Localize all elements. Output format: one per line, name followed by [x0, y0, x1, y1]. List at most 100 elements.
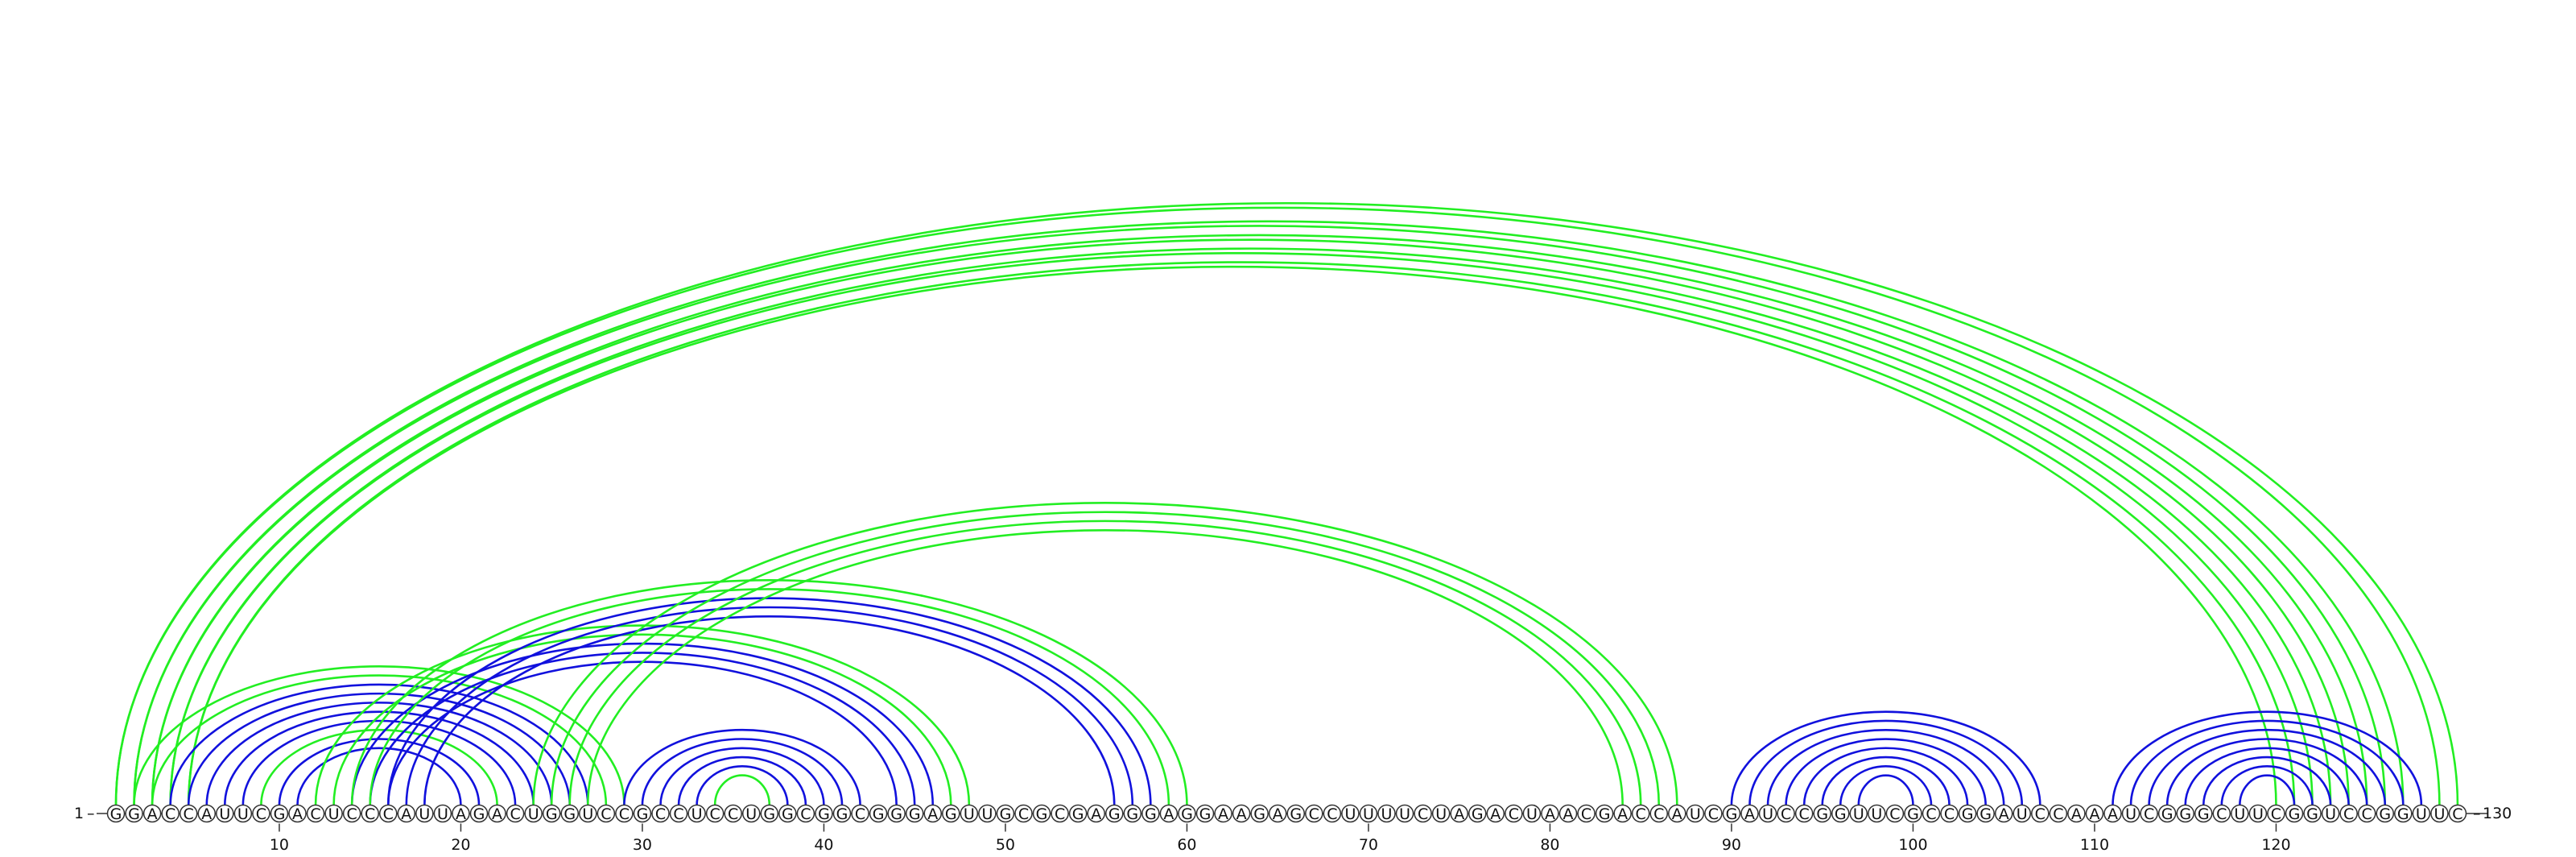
base-pair-arc	[2129, 719, 2405, 805]
nucleotide-circle	[397, 804, 416, 823]
nucleotide-circle	[579, 804, 597, 823]
nucleotide-circle	[106, 804, 126, 823]
nucleotide-circle	[1087, 804, 1105, 823]
nucleotide-circle	[1904, 804, 1922, 823]
start-position-label: 1	[74, 805, 84, 822]
nucleotide-circle	[2140, 804, 2158, 823]
nucleotide-circle	[1940, 804, 1959, 823]
nucleotide-letter: U	[981, 805, 993, 823]
nucleotide-circle	[1849, 804, 1868, 823]
nucleotide-letter: A	[1545, 805, 1555, 823]
nucleotide-letter: C	[1055, 805, 1065, 823]
nucleotide-letter: U	[1399, 805, 1410, 823]
nucleotide-letter: A	[1273, 805, 1283, 823]
base-pair-arc	[169, 683, 589, 805]
nucleotide-letter: G	[1108, 805, 1121, 823]
nucleotide-circle	[1758, 804, 1777, 823]
base-pair-arc	[350, 578, 1188, 805]
nucleotide-letter: U	[1690, 805, 1701, 823]
tick-label: 40	[814, 836, 833, 854]
base-pair-arc	[405, 606, 1134, 805]
base-pair-arc	[187, 261, 2296, 805]
nucleotide-letter: C	[2271, 805, 2281, 823]
nucleotide-circle	[1286, 804, 1305, 823]
nucleotide-circle	[2212, 804, 2231, 823]
nucleotide-letter: C	[1018, 805, 1029, 823]
nucleotide-letter: A	[1091, 805, 1101, 823]
nucleotide-circle	[2049, 804, 2068, 823]
nucleotide-letter: U	[2434, 805, 2445, 823]
nucleotide-letter: A	[492, 805, 502, 823]
nucleotide-circle	[1522, 804, 1542, 823]
nucleotide-circle	[1777, 804, 1795, 823]
nucleotide-letter: G	[1835, 805, 1847, 823]
nucleotide-letter: G	[2198, 805, 2210, 823]
nucleotide-circle	[1831, 804, 1850, 823]
nucleotide-letter: C	[2343, 805, 2354, 823]
nucleotide-circle	[923, 804, 942, 823]
nucleotide-circle	[1922, 804, 1941, 823]
nucleotide-letter: A	[1617, 805, 1628, 823]
nucleotide-letter: C	[383, 805, 394, 823]
base-pair-arc	[133, 225, 2387, 805]
nucleotide-letter: C	[2362, 805, 2372, 823]
base-pair-arc	[134, 221, 2404, 805]
nucleotide-letter: A	[1999, 805, 2009, 823]
nucleotide-letter: C	[1653, 805, 1664, 823]
nucleotide-letter: C	[256, 805, 266, 823]
base-pair-arc	[260, 728, 498, 805]
nucleotide-circle	[2412, 804, 2431, 823]
nucleotide-circle	[1214, 804, 1232, 823]
base-pair-arc	[369, 588, 1170, 805]
nucleotide-letter: G	[1199, 805, 1212, 823]
base-pair-arc	[2148, 728, 2387, 805]
nucleotide-letter: C	[1418, 805, 1428, 823]
nucleotide-letter: C	[1309, 805, 1319, 823]
base-pair-arc	[242, 719, 517, 805]
nucleotide-circle	[1631, 804, 1650, 823]
nucleotide-letter: C	[2452, 805, 2462, 823]
nucleotide-circle	[2013, 804, 2031, 823]
nucleotide-letter: C	[184, 805, 194, 823]
nucleotide-circle	[1577, 804, 1596, 823]
nucleotide-circle	[1486, 804, 1505, 823]
base-pair-arc	[114, 206, 2441, 805]
nucleotide-circle	[1105, 804, 1124, 823]
nucleotide-letter: G	[763, 805, 775, 823]
base-pair-arc	[187, 692, 572, 805]
nucleotide-letter: A	[292, 805, 303, 823]
nucleotide-circle	[1141, 804, 1160, 823]
base-pair-arc	[1857, 774, 1914, 805]
base-pair-arc	[1839, 765, 1933, 805]
nucleotide-circle	[597, 804, 616, 823]
nucleotide-circle	[1595, 804, 1614, 823]
nucleotide-letter: A	[456, 805, 466, 823]
nucleotide-letter: C	[728, 805, 738, 823]
nucleotide-circle	[2248, 804, 2268, 823]
nucleotide-circle	[2031, 804, 2050, 823]
nucleotide-circle	[724, 804, 742, 823]
nucleotide-letter: C	[2216, 805, 2227, 823]
nucleotide-circle	[342, 804, 361, 823]
nucleotide-circle	[1341, 804, 1360, 823]
nucleotide-letter: U	[2234, 805, 2245, 823]
tick-label: 110	[2080, 836, 2109, 854]
nucleotide-letter: U	[1363, 805, 1374, 823]
nucleotide-circle	[1649, 804, 1668, 823]
start-dash: –	[87, 805, 95, 822]
nucleotide-circle	[2176, 804, 2194, 823]
nucleotide-circle	[324, 804, 343, 823]
nucleotide-circle	[2376, 804, 2394, 823]
nucleotide-letter: G	[873, 805, 885, 823]
base-pair-arc	[1802, 747, 1969, 805]
nucleotide-letter: U	[1762, 805, 1773, 823]
nucleotide-letter: G	[1472, 805, 1484, 823]
nucleotide-letter: U	[219, 805, 230, 823]
nucleotide-letter: C	[1636, 805, 1646, 823]
nucleotide-letter: A	[1672, 805, 1682, 823]
nucleotide-letter: A	[1563, 805, 1574, 823]
nucleotide-letter: G	[1126, 805, 1138, 823]
nucleotide-circle	[2285, 804, 2304, 823]
nucleotide-letter: U	[1435, 805, 1447, 823]
